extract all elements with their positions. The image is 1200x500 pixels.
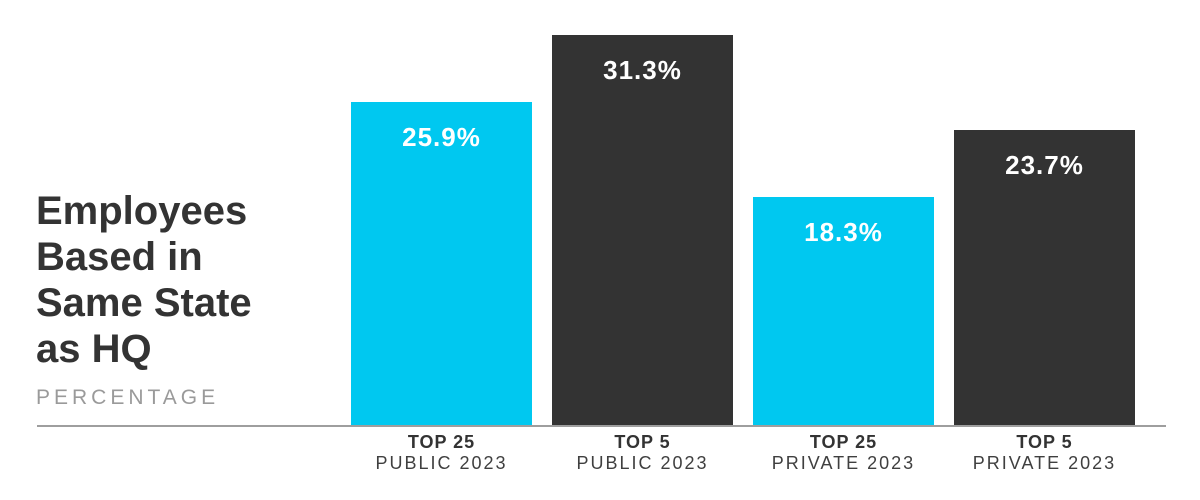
- x-axis-label-period: PUBLIC 2023: [576, 453, 709, 473]
- chart-title: Employees Based in Same State as HQ: [36, 189, 252, 371]
- bar-group-top25-public: 25.9% TOP 25 PUBLIC 2023: [351, 0, 532, 500]
- bar-top25-public-2023: 25.9%: [351, 102, 532, 425]
- bar-top5-public-2023: 31.3%: [552, 35, 733, 425]
- bar-top5-private-2023: 23.7%: [954, 130, 1135, 425]
- x-axis-label-category: TOP 25: [407, 432, 476, 452]
- bar-top25-private-2023: 18.3%: [753, 197, 934, 425]
- chart-subtitle: PERCENTAGE: [36, 386, 220, 409]
- bar-value-label: 18.3%: [804, 217, 883, 247]
- x-axis-label-category: TOP 25: [809, 432, 878, 452]
- x-axis-label-period: PRIVATE 2023: [771, 453, 916, 473]
- x-axis-label-category: TOP 5: [614, 432, 671, 452]
- x-axis-label-period: PUBLIC 2023: [375, 453, 508, 473]
- x-axis-label-category: TOP 5: [1016, 432, 1073, 452]
- bar-group-top25-private: 18.3% TOP 25 PRIVATE 2023: [753, 0, 934, 500]
- title-block: Employees Based in Same State as HQ PERC…: [36, 188, 336, 410]
- x-axis-line: [37, 425, 1166, 427]
- x-axis-label: TOP 25 PUBLIC 2023: [331, 432, 552, 474]
- x-axis-label: TOP 25 PRIVATE 2023: [733, 432, 954, 474]
- x-axis-label: TOP 5 PUBLIC 2023: [532, 432, 753, 474]
- x-axis-label: TOP 5 PRIVATE 2023: [934, 432, 1155, 474]
- bar-value-label: 23.7%: [1005, 150, 1084, 180]
- x-axis-label-period: PRIVATE 2023: [972, 453, 1117, 473]
- bar-group-top5-private: 23.7% TOP 5 PRIVATE 2023: [954, 0, 1135, 500]
- bar-group-top5-public: 31.3% TOP 5 PUBLIC 2023: [552, 0, 733, 500]
- bar-value-label: 31.3%: [603, 55, 682, 85]
- bar-value-label: 25.9%: [402, 122, 481, 152]
